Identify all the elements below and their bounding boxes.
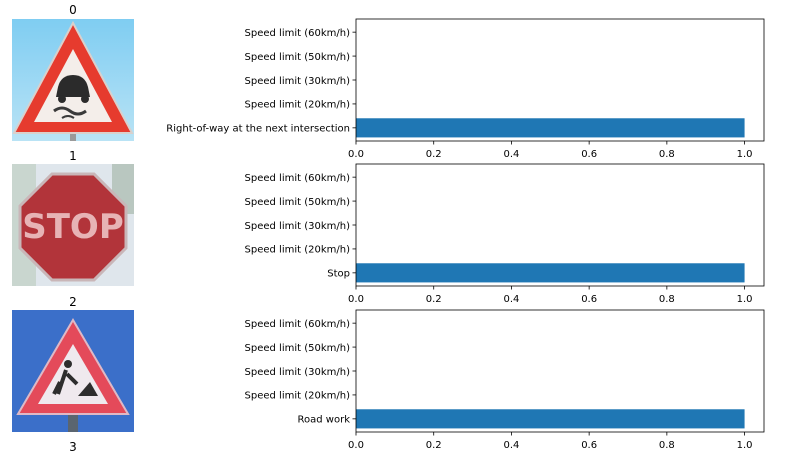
y-tick-label-1-0: Stop <box>327 269 350 280</box>
y-tick-label-1-4: Speed limit (60km/h) <box>245 173 351 184</box>
x-tick-label-0-2: 0.4 <box>503 149 519 160</box>
y-tick-label-2-0: Road work <box>298 415 351 426</box>
x-tick-label-0-3: 0.6 <box>581 149 597 160</box>
thumbnail-image-2 <box>12 310 134 432</box>
bar-2-0 <box>356 409 745 429</box>
x-tick-label-2-0: 0.0 <box>348 440 364 451</box>
x-tick-label-0-5: 1.0 <box>737 149 753 160</box>
slippery-road-warning-sign-icon <box>12 19 134 141</box>
x-tick-label-1-1: 0.2 <box>426 294 442 305</box>
y-tick-label-1-1: Speed limit (20km/h) <box>245 245 351 256</box>
bar-chart-1: Stop Speed limit (20km/h) Speed limit (30k… <box>245 163 765 305</box>
road-work-warning-sign-icon <box>12 310 134 432</box>
thumbnail-title-1: 1 <box>69 149 77 163</box>
y-tick-label-0-2: Speed limit (30km/h) <box>245 76 351 87</box>
y-tick-label-1-2: Speed limit (30km/h) <box>245 221 351 232</box>
thumbnail-title-3: 3 <box>69 440 77 454</box>
x-tick-label-1-5: 1.0 <box>737 294 753 305</box>
y-tick-label-0-1: Speed limit (20km/h) <box>245 100 351 111</box>
y-tick-label-0-3: Speed limit (50km/h) <box>245 52 351 63</box>
bar-0-0 <box>356 118 745 138</box>
thumbnail-image-1: STOP <box>12 164 134 286</box>
x-tick-label-2-3: 0.6 <box>581 440 597 451</box>
thumbnail-title-2: 2 <box>69 295 77 309</box>
stop-sign-icon: STOP <box>12 164 134 286</box>
svg-text:STOP: STOP <box>22 207 124 247</box>
x-tick-label-1-0: 0.0 <box>348 294 364 305</box>
x-tick-label-0-4: 0.8 <box>659 149 675 160</box>
bar-chart-0: Right-of-way at the next intersection Spe… <box>166 18 765 160</box>
x-tick-label-1-4: 0.8 <box>659 294 675 305</box>
x-tick-label-2-5: 1.0 <box>737 440 753 451</box>
bar-chart-2: Road work Speed limit (20km/h) Speed limit… <box>245 309 765 451</box>
bar-1-0 <box>356 263 745 283</box>
x-tick-label-2-1: 0.2 <box>426 440 442 451</box>
x-tick-label-0-1: 0.2 <box>426 149 442 160</box>
x-tick-label-2-4: 0.8 <box>659 440 675 451</box>
x-tick-label-0-0: 0.0 <box>348 149 364 160</box>
y-tick-label-2-2: Speed limit (30km/h) <box>245 367 351 378</box>
x-tick-label-2-2: 0.4 <box>503 440 519 451</box>
y-tick-label-2-3: Speed limit (50km/h) <box>245 343 351 354</box>
y-tick-label-0-4: Speed limit (60km/h) <box>245 28 351 39</box>
x-tick-label-1-3: 0.6 <box>581 294 597 305</box>
y-tick-label-0-0: Right-of-way at the next intersection <box>166 124 350 135</box>
thumbnail-title-0: 0 <box>69 3 77 17</box>
y-tick-label-2-4: Speed limit (60km/h) <box>245 319 351 330</box>
thumbnail-image-0 <box>12 19 134 141</box>
y-tick-label-1-3: Speed limit (50km/h) <box>245 197 351 208</box>
x-tick-label-1-2: 0.4 <box>503 294 519 305</box>
y-tick-label-2-1: Speed limit (20km/h) <box>245 391 351 402</box>
